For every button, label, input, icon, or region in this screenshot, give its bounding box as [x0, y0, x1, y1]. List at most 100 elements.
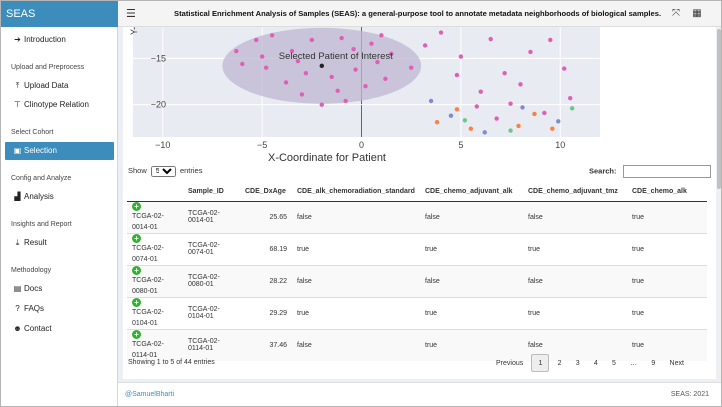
col-header-chemo-alk[interactable]: CDE_chemo_alk [627, 183, 707, 202]
sidebar-item-faqs[interactable]: ? FAQs [5, 300, 114, 318]
scatter-point[interactable] [234, 48, 239, 54]
scatter-point[interactable] [488, 36, 493, 42]
scatter-point[interactable] [343, 98, 348, 104]
scatter-point[interactable] [528, 49, 533, 55]
scatter-point[interactable] [375, 59, 380, 65]
pager-page-9[interactable]: 9 [651, 360, 656, 367]
scatter-point[interactable] [295, 59, 301, 64]
scrollbar-thumb[interactable] [717, 29, 721, 189]
scatter-point[interactable] [309, 37, 315, 43]
table-row[interactable]: +TCGA-02-0014-01 TCGA-02-0014-01 25.65 fals… [127, 200, 707, 233]
table-row[interactable]: +TCGA-02-0104-01 TCGA-02-0104-01 29.29 true… [127, 296, 707, 329]
table-row[interactable]: +TCGA-02-0074-01 TCGA-02-0074-01 68.19 true… [127, 232, 707, 265]
pager-page-1[interactable]: 1 [531, 354, 550, 372]
scatter-point[interactable] [482, 130, 487, 135]
sidebar-item-analysis[interactable]: ▟ Analysis [5, 188, 114, 206]
scatter-point[interactable] [383, 76, 388, 81]
scatter-point[interactable] [303, 71, 309, 76]
expand-row-icon[interactable]: + [132, 233, 141, 243]
expand-icon[interactable]: ⤧ [672, 8, 680, 19]
scatter-point[interactable] [516, 123, 521, 129]
scatter-point[interactable] [335, 88, 340, 93]
scatter-point[interactable] [409, 65, 414, 70]
scatter-point[interactable] [329, 74, 334, 80]
scatter-point[interactable] [542, 110, 547, 116]
sidebar-item-contact[interactable]: ☻ Contact [5, 320, 114, 338]
footer-author-link[interactable]: @SamuelBharti [125, 391, 175, 398]
scatter-point[interactable] [548, 37, 553, 43]
row-expand-cell[interactable]: +TCGA-02-0014-01 [127, 200, 183, 233]
row-expand-cell[interactable]: +TCGA-02-0080-01 [127, 264, 183, 297]
row-expand-cell[interactable]: +TCGA-02-0114-01 [127, 328, 183, 361]
scatter-point[interactable] [351, 46, 356, 52]
scatter-point[interactable] [518, 82, 523, 87]
col-header-sample-id[interactable]: Sample_ID [183, 183, 240, 202]
scatter-point[interactable] [240, 61, 245, 67]
expand-row-icon[interactable]: + [132, 329, 141, 339]
scatter-point[interactable] [562, 66, 567, 71]
sidebar-item-selection[interactable]: ▣ Selection [5, 142, 114, 160]
scatter-point[interactable] [494, 116, 499, 121]
scatter-point[interactable] [474, 104, 479, 109]
brand-logo[interactable]: SEAS [1, 1, 118, 27]
scatter-point[interactable] [508, 101, 513, 106]
scatter-point[interactable] [369, 41, 374, 46]
scatter-point[interactable] [428, 98, 434, 104]
scatter-point[interactable] [289, 48, 295, 54]
scatter-point[interactable] [438, 30, 444, 35]
scatter-point[interactable] [299, 92, 305, 97]
scatter-point[interactable] [389, 51, 394, 57]
scatter-point[interactable] [556, 119, 561, 124]
pager-page-5[interactable]: 5 [612, 360, 616, 367]
col-header-dxage[interactable]: CDE_DxAge [240, 183, 292, 202]
content-scrollbar[interactable] [717, 27, 721, 382]
scatter-point[interactable] [269, 33, 275, 38]
sidebar-item-docs[interactable]: ▤ Docs [5, 280, 114, 298]
scatter-point[interactable] [502, 71, 507, 76]
scatter-point[interactable] [550, 126, 555, 131]
scatter-point[interactable] [422, 43, 428, 48]
scatter-point[interactable] [353, 67, 358, 72]
scatter-point[interactable] [339, 35, 344, 41]
row-expand-cell[interactable]: +TCGA-02-0104-01 [127, 296, 183, 329]
scatter-point[interactable] [319, 102, 324, 107]
col-header-chemo-adjuvant-tmz[interactable]: CDE_chemo_adjuvant_tmz [523, 183, 627, 202]
scatter-point[interactable] [508, 128, 513, 133]
scatter-point[interactable] [454, 72, 460, 78]
scatter-point[interactable] [448, 113, 454, 118]
expand-row-icon[interactable]: + [132, 297, 141, 307]
scatter-point[interactable] [468, 126, 474, 131]
scatter-point[interactable] [259, 54, 265, 59]
sidebar-item-clinotype-relation[interactable]: ⊤ Clinotype Relation [5, 96, 114, 114]
sidebar-item-introduction[interactable]: ➔ Introduction [5, 31, 114, 49]
scatter-point[interactable] [569, 106, 575, 111]
scatter-point[interactable] [458, 54, 464, 59]
page-size-select[interactable]: 5 [150, 166, 176, 177]
expand-row-icon[interactable]: + [132, 201, 141, 211]
pager-previous[interactable]: Previous [496, 360, 524, 367]
col-header-alk-chemoradiation[interactable]: CDE_alk_chemoradiation_standard [292, 183, 420, 202]
scatter-point[interactable] [520, 105, 525, 110]
expand-row-icon[interactable]: + [132, 265, 141, 275]
scatter-point[interactable] [379, 33, 384, 38]
hamburger-icon[interactable]: ☰ [126, 8, 136, 20]
grid-icon[interactable]: ▦ [692, 8, 702, 19]
table-row[interactable]: +TCGA-02-0080-01 TCGA-02-0080-01 28.22 fals… [127, 264, 707, 297]
scatter-point[interactable] [532, 111, 537, 117]
scatter-point[interactable] [454, 107, 460, 112]
pager-page-2[interactable]: 2 [557, 360, 562, 367]
scatter-point[interactable] [462, 118, 468, 123]
scatter-point[interactable] [283, 80, 289, 85]
selected-patient-point[interactable] [319, 63, 324, 69]
scatter-point[interactable] [254, 37, 259, 43]
scatter-point[interactable] [434, 120, 440, 125]
scatter-point[interactable] [263, 65, 269, 70]
scatter-point[interactable] [567, 95, 573, 101]
row-expand-cell[interactable]: +TCGA-02-0074-01 [127, 232, 183, 265]
sidebar-item-result[interactable]: ⤓ Result [5, 234, 114, 252]
col-header-chemo-adjuvant-alk[interactable]: CDE_chemo_adjuvant_alk [420, 183, 523, 202]
sidebar-item-upload-data[interactable]: ⤒ Upload Data [5, 77, 114, 95]
pager-next[interactable]: Next [669, 360, 684, 367]
scatter-plot[interactable]: Selected Patient of Interest −10 −5 0 5 10 −… [123, 27, 716, 162]
pager-page-4[interactable]: 4 [593, 360, 598, 367]
